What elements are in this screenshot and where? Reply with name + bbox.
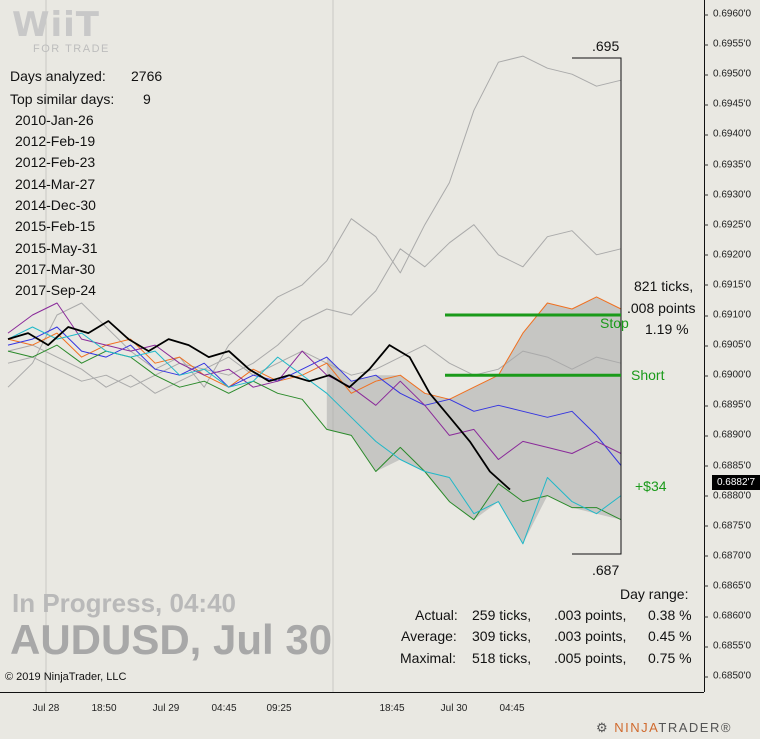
- time-tick-label: 04:45: [499, 703, 525, 714]
- price-tick-label: 0.6860'0: [703, 610, 752, 622]
- profit-label: +$34: [635, 478, 667, 494]
- similar-day-series: [7, 296, 622, 400]
- price-tick-label: 0.6960'0: [703, 8, 752, 20]
- copyright-text: © 2019 NinjaTrader, LLC: [5, 671, 127, 683]
- price-tick-label: 0.6880'0: [703, 490, 752, 502]
- price-tick-label: 0.6940'0: [703, 128, 752, 140]
- days-analyzed-label: Days analyzed:: [10, 68, 106, 84]
- price-tick-label: 0.6945'0: [703, 98, 752, 110]
- similar-day-item: 2017-Sep-24: [15, 282, 96, 298]
- series-layer: [7, 55, 622, 545]
- similar-day-item: 2017-Mar-30: [15, 261, 96, 277]
- similar-day-item: 2014-Dec-30: [15, 197, 96, 213]
- day-range-row-percent: 0.38 %: [648, 607, 692, 623]
- price-tick-label: 0.6935'0: [703, 159, 752, 170]
- price-tick-label: 0.6875'0: [703, 520, 752, 532]
- time-tick-label: 18:45: [379, 703, 405, 714]
- day-range-row-ticks: 518 ticks,: [472, 650, 532, 666]
- price-tick-label: 0.6900'0: [703, 369, 752, 381]
- price-tick-label: 0.6895'0: [703, 399, 752, 411]
- price-chart[interactable]: [0, 0, 704, 692]
- projection-band: [326, 296, 621, 544]
- time-tick-label: Jul 29: [152, 703, 180, 714]
- similar-day-item: 2012-Feb-23: [15, 154, 96, 170]
- price-tick-label: 0.6915'0: [703, 279, 752, 291]
- day-range-row-label: Maximal:: [400, 650, 457, 666]
- brand-logo: WiiT: [12, 5, 101, 45]
- day-range-row-ticks: 309 ticks,: [472, 628, 532, 644]
- similar-day-item: 2014-Mar-27: [15, 176, 96, 192]
- last-price-marker: 0.6882'7: [712, 475, 760, 490]
- price-tick-label: 0.6850'0: [703, 670, 752, 682]
- similar-day-item: 2015-Feb-15: [15, 218, 96, 234]
- similar-day-series: [7, 55, 622, 388]
- day-range-row-label: Average:: [401, 628, 457, 644]
- similar-day-item: 2015-May-31: [15, 240, 98, 256]
- brand-logo-tagline: FOR TRADE: [33, 43, 110, 55]
- day-range-row-points: .005 points,: [554, 650, 627, 666]
- price-tick-label: 0.6950'0: [703, 68, 752, 80]
- brand-mark: ®: [720, 720, 732, 735]
- time-tick-label: 04:45: [211, 703, 237, 714]
- price-tick-label: 0.6930'0: [703, 189, 752, 201]
- similar-day-item: 2010-Jan-26: [15, 112, 94, 128]
- status-text: In Progress, 04:40: [12, 588, 236, 618]
- price-tick-label: 0.6905'0: [703, 339, 752, 351]
- stop-ticks-label: 821 ticks,: [634, 278, 694, 294]
- time-axis[interactable]: Jul 28 18:50 Jul 29 04:45 09:25 18:45 Jul 30 04…: [0, 692, 704, 739]
- time-tick-label: 09:25: [266, 703, 292, 714]
- projection-bracket: [572, 57, 622, 555]
- day-range-row-label: Actual:: [415, 607, 458, 623]
- price-tick-label: 0.6890'0: [703, 429, 752, 441]
- days-analyzed-value: 2766: [131, 68, 163, 84]
- symbol-title: AUDUSD, Jul 30: [10, 616, 333, 663]
- top-similar-value: 9: [143, 91, 151, 107]
- price-tick-label: 0.6855'0: [703, 640, 752, 652]
- stop-points-label: .008 points: [627, 300, 696, 316]
- day-range-title: Day range:: [620, 586, 689, 602]
- price-tick-label: 0.6955'0: [703, 38, 752, 50]
- ninja-logo-icon: ⚙: [596, 720, 615, 735]
- stop-label: Stop: [600, 315, 629, 331]
- price-tick-label: 0.6865'0: [703, 580, 752, 592]
- price-axis[interactable]: 0.6960'0 0.6955'0 0.6950'0 0.6945'0 0.6940'0…: [703, 0, 760, 692]
- short-label: Short: [631, 367, 665, 383]
- current-day-series: [7, 320, 511, 491]
- projection-low-label: .687: [592, 562, 620, 578]
- time-tick-label: Jul 28: [32, 703, 60, 714]
- similar-day-item: 2012-Feb-19: [15, 133, 96, 149]
- time-tick-label: Jul 30: [440, 703, 468, 714]
- day-range-row-points: .003 points,: [554, 628, 627, 644]
- stop-percent-label: 1.19 %: [645, 321, 689, 337]
- day-range-row-ticks: 259 ticks,: [472, 607, 532, 623]
- price-tick-label: 0.6920'0: [703, 249, 752, 261]
- day-range-row-percent: 0.45 %: [648, 628, 692, 644]
- price-tick-label: 0.6925'0: [703, 219, 752, 231]
- time-tick-label: 18:50: [91, 703, 117, 714]
- similar-day-series: [7, 344, 622, 388]
- projection-high-label: .695: [592, 38, 620, 54]
- brand-right: TRADER: [658, 720, 721, 735]
- similar-day-series: [7, 224, 622, 394]
- similar-day-series: [7, 302, 622, 460]
- similar-day-series: [7, 326, 622, 545]
- top-similar-label: Top similar days:: [10, 91, 115, 107]
- day-range-row-points: .003 points,: [554, 607, 627, 623]
- price-tick-label: 0.6870'0: [703, 550, 752, 562]
- price-tick-label: 0.6910'0: [703, 309, 752, 321]
- ninjatrader-logo: ⚙ NINJATRADER®: [596, 720, 732, 736]
- price-tick-label: 0.6885'0: [703, 460, 752, 471]
- brand-left: NINJA: [614, 720, 659, 735]
- day-range-row-percent: 0.75 %: [648, 650, 692, 666]
